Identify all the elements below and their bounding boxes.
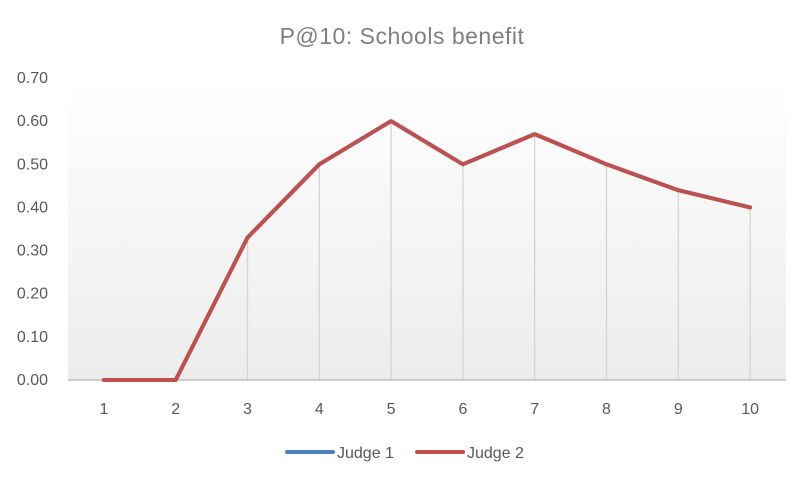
legend-label-2: Judge 2 [467, 445, 524, 462]
x-tick-label: 10 [741, 401, 759, 418]
legend: Judge 1 Judge 2 [285, 445, 524, 462]
y-tick-label: 0.00 [17, 372, 48, 389]
x-tick-label: 4 [315, 401, 324, 418]
x-tick-label: 9 [674, 401, 683, 418]
y-tick-label: 0.10 [17, 329, 48, 346]
y-tick-label: 0.40 [17, 199, 48, 216]
x-tick-label: 5 [387, 401, 396, 418]
x-tick-label: 3 [243, 401, 252, 418]
axes: 0.00 0.10 0.20 0.30 0.40 0.50 0.60 0.70 1 2 3 4 5 6 7 8… [17, 70, 786, 418]
y-tick-label: 0.50 [17, 156, 48, 173]
chart-title: P@10: Schools benefit [280, 23, 525, 49]
series-lines [101, 119, 753, 382]
x-tick-label: 7 [530, 401, 539, 418]
x-tick-label: 6 [458, 401, 467, 418]
y-tick-label: 0.60 [17, 113, 48, 130]
x-tick-label: 2 [171, 401, 180, 418]
x-tick-label: 8 [602, 401, 611, 418]
y-tick-label: 0.30 [17, 243, 48, 260]
y-tick-label: 0.70 [17, 70, 48, 87]
x-tick-label: 1 [99, 401, 108, 418]
plot-area [68, 78, 786, 380]
series-line-2 [101, 119, 753, 382]
y-tick-label: 0.20 [17, 286, 48, 303]
grid-lines [246, 121, 751, 380]
legend-label-1: Judge 1 [337, 445, 394, 462]
